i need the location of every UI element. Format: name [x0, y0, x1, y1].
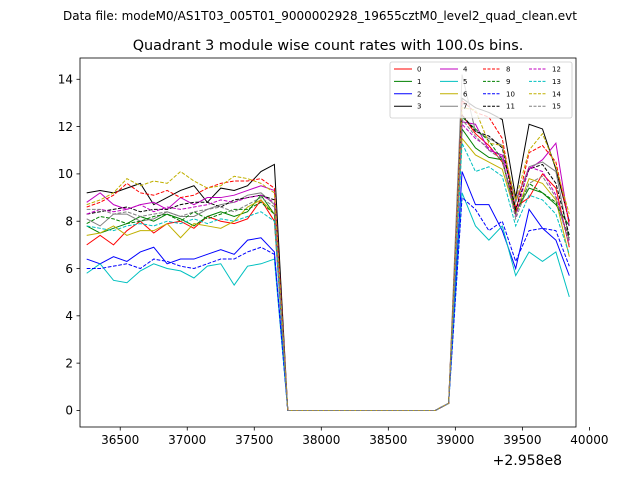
- legend-label-10: 10: [506, 90, 515, 98]
- legend-label-9: 9: [506, 78, 510, 86]
- y-tick-label: 10: [58, 167, 73, 181]
- legend-label-8: 8: [506, 66, 510, 74]
- legend-label-7: 7: [463, 103, 467, 111]
- x-tick-label: 37000: [168, 433, 206, 447]
- legend-label-6: 6: [463, 90, 468, 98]
- legend-label-2: 2: [417, 90, 421, 98]
- legend-label-11: 11: [506, 103, 515, 111]
- y-tick-label: 8: [65, 215, 73, 229]
- x-tick-label: 36500: [101, 433, 139, 447]
- x-tick-label: 38500: [369, 433, 407, 447]
- legend-box: [389, 61, 573, 119]
- legend-label-14: 14: [552, 90, 561, 98]
- legend-label-12: 12: [552, 66, 561, 74]
- x-tick-label: 40000: [570, 433, 608, 447]
- x-tick-label: 39500: [503, 433, 541, 447]
- series-line-15: [86, 118, 570, 411]
- legend-label-15: 15: [552, 103, 561, 111]
- axes-frame: [79, 57, 577, 428]
- y-tick-label: 4: [65, 309, 73, 323]
- y-tick-label: 14: [58, 73, 73, 87]
- y-tick-label: 6: [65, 262, 73, 276]
- series-line-10: [86, 196, 570, 411]
- y-tick-label: 12: [58, 120, 73, 134]
- chart-title: Quadrant 3 module wise count rates with …: [133, 38, 524, 54]
- legend-label-3: 3: [417, 103, 421, 111]
- legend-label-13: 13: [552, 78, 561, 86]
- legend-label-5: 5: [463, 78, 467, 86]
- legend-label-1: 1: [417, 78, 421, 86]
- x-offset-label: +2.958e8: [493, 453, 562, 469]
- y-tick-label: 2: [65, 356, 73, 370]
- y-tick-label: 0: [65, 404, 73, 418]
- x-tick-label: 37500: [235, 433, 273, 447]
- legend-label-4: 4: [463, 66, 468, 74]
- x-tick-label: 38000: [302, 433, 340, 447]
- legend-label-0: 0: [417, 66, 421, 74]
- figure-suptitle: Data file: modeM0/AS1T03_005T01_90000029…: [63, 9, 577, 23]
- axes-layer: 36500 37000 37500 38000 38500 39000 39500 40000…: [58, 57, 608, 447]
- series-layer: [86, 74, 570, 411]
- x-tick-label: 39000: [436, 433, 474, 447]
